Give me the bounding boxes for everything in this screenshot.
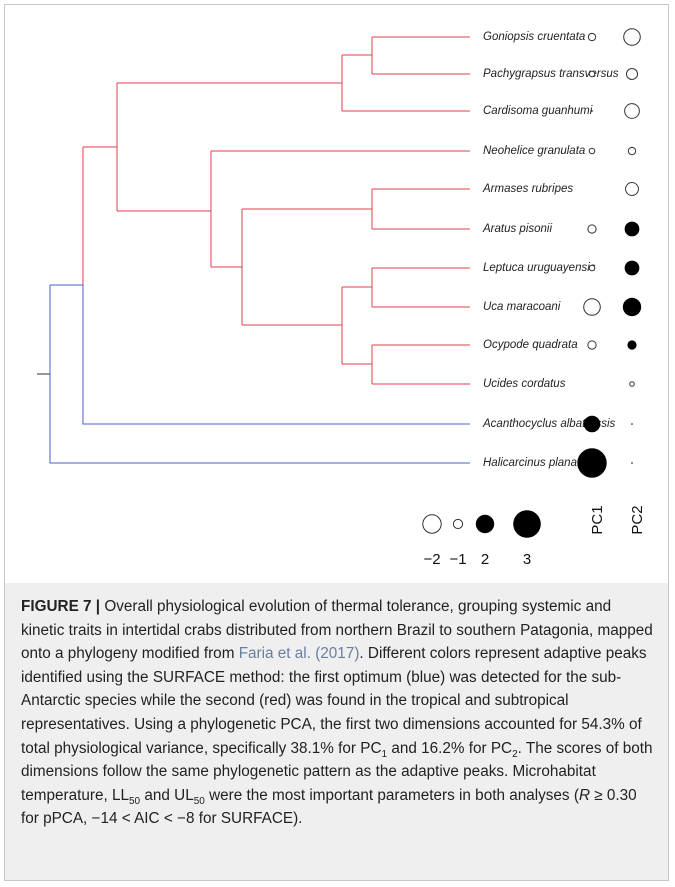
caption-text: ≥ 0.30 for pPCA, −14 < AIC < −8 for SURF… xyxy=(21,786,637,828)
bubble xyxy=(627,340,637,350)
legend-label: 2 xyxy=(481,551,489,568)
figure: Goniopsis cruentata Pachygrapsus transver… xyxy=(37,28,646,568)
species-label: Cardisoma guanhumi xyxy=(483,105,593,117)
bubble xyxy=(452,518,464,530)
bubble xyxy=(624,260,640,276)
bubble xyxy=(627,146,637,156)
branch xyxy=(371,188,470,230)
species-label: Ucides cordatus xyxy=(483,378,566,390)
bubble xyxy=(625,182,639,196)
legend-label: −2 xyxy=(423,551,440,568)
bubble xyxy=(625,67,639,81)
species-label: Ocypode quadrata xyxy=(483,339,578,351)
species-label: Aratus pisonii xyxy=(482,223,552,235)
branch xyxy=(371,267,470,308)
legend-label: 3 xyxy=(523,551,531,568)
branch xyxy=(241,208,372,326)
bubble xyxy=(624,221,640,237)
species-label: Acanthocyclus albatrossis xyxy=(482,418,616,430)
axis-label: PC2 xyxy=(629,505,646,534)
branch xyxy=(210,150,470,268)
bubble xyxy=(624,103,640,119)
species-label: Armases rubripes xyxy=(482,183,573,195)
species-label: Leptuca uruguayensis xyxy=(483,262,596,274)
subscript: 50 xyxy=(129,795,141,807)
caption-text: Overall physiological evolution of therm… xyxy=(21,598,653,663)
axis-label: PC1 xyxy=(589,505,606,534)
bubble xyxy=(587,32,597,42)
bubble xyxy=(623,28,641,46)
bubble xyxy=(475,514,495,534)
caption-text: . The scores of both dimensions follow t… xyxy=(21,739,653,804)
caption-text: were the most important parameters in bo… xyxy=(204,786,579,804)
branch xyxy=(371,344,470,385)
caption: FIGURE 7 | Overall physiological evoluti… xyxy=(5,583,668,880)
bubble xyxy=(622,297,642,317)
subscript: 1 xyxy=(381,748,388,760)
bubble xyxy=(577,448,607,478)
bubble xyxy=(583,415,601,433)
bubble xyxy=(583,298,601,316)
species-label: Uca maracoani xyxy=(483,301,561,313)
caption-label: FIGURE 7 | xyxy=(21,598,101,615)
bubble xyxy=(631,462,633,464)
branch xyxy=(341,36,470,112)
bubble xyxy=(588,264,596,272)
bubble xyxy=(591,110,593,112)
bubble xyxy=(513,510,541,538)
bubble xyxy=(588,70,596,78)
branch xyxy=(49,284,470,464)
species-label: Goniopsis cruentata xyxy=(483,31,585,43)
bubble xyxy=(587,340,597,350)
bubble xyxy=(587,224,597,234)
caption-text: R xyxy=(578,786,590,804)
legend-label: −1 xyxy=(449,551,466,568)
bubble xyxy=(631,423,633,425)
species-label: Neohelice granulata xyxy=(483,145,585,157)
branch xyxy=(341,286,372,365)
species-label: Halicarcinus planatus xyxy=(483,457,593,469)
bubble xyxy=(422,514,442,534)
branch xyxy=(83,82,342,212)
phylogeny xyxy=(37,36,470,464)
caption-text: and UL xyxy=(140,786,194,804)
figure-frame xyxy=(4,4,669,881)
caption-text: and 16.2% for PC xyxy=(387,739,513,757)
bubble xyxy=(629,381,635,387)
subscript: 2 xyxy=(512,748,518,760)
subscript: 50 xyxy=(193,795,205,807)
bubble xyxy=(588,147,596,155)
citation-link[interactable]: Faria et al. (2017) xyxy=(238,645,360,663)
caption-text: . Different colors represent adaptive pe… xyxy=(21,645,647,757)
species-label: Pachygrapsus transversus xyxy=(483,68,619,80)
